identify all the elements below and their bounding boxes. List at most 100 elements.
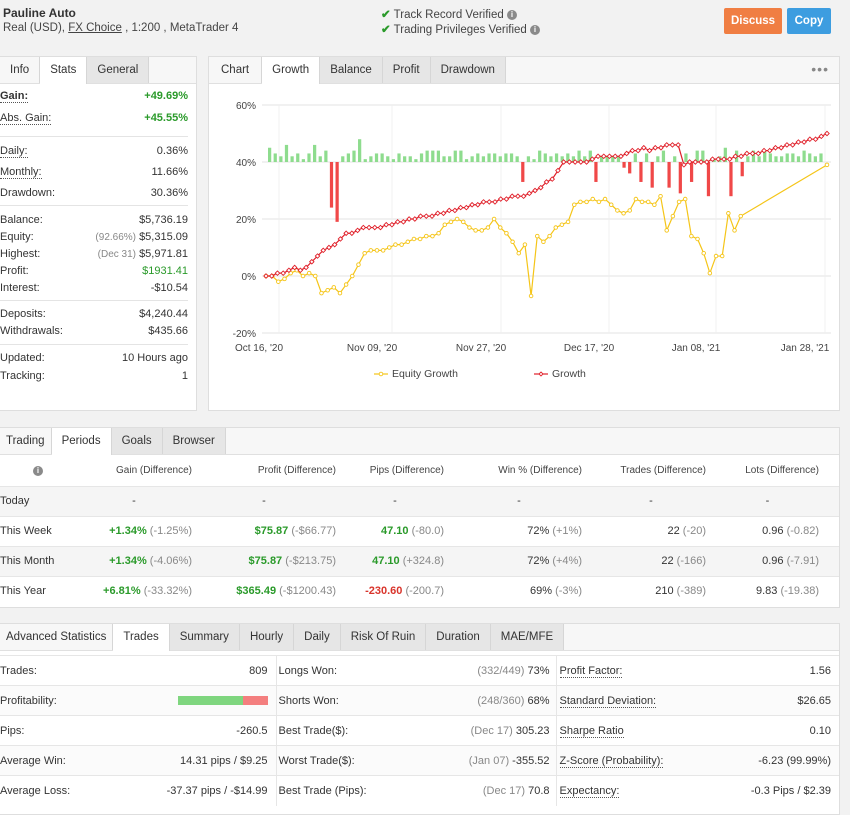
tab-general[interactable]: General — [87, 57, 150, 83]
abs-gain-label[interactable]: Abs. Gain: — [0, 111, 52, 125]
stat-value: 68% — [524, 694, 550, 707]
profit-bar — [813, 156, 817, 162]
period-profit-difference: (-$1200.43) — [276, 585, 336, 598]
tab-growth[interactable]: Growth — [262, 57, 321, 84]
stat-label[interactable]: Sharpe Ratio — [559, 724, 624, 738]
stat-label-cell: Shorts Won: — [275, 685, 406, 716]
tab-mae-mfe[interactable]: MAE/MFE — [490, 624, 565, 650]
advanced-stats-table: Trades: 809 Longs Won: (332/449) 73% Profit … — [0, 655, 839, 806]
period-cell-pips: -230.60 (-200.7) — [346, 575, 456, 606]
growth-point — [566, 159, 573, 165]
growth-point — [635, 147, 641, 154]
tab-periods[interactable]: Periods — [51, 428, 112, 455]
tab-browser[interactable]: Browser — [162, 428, 226, 454]
tab-summary[interactable]: Summary — [169, 624, 240, 650]
growth-point — [286, 267, 292, 274]
growth-point — [537, 184, 544, 191]
tab-duration[interactable]: Duration — [426, 624, 491, 650]
growth-point — [354, 227, 361, 234]
equity-point — [584, 199, 589, 205]
period-cell-win: - — [456, 485, 596, 516]
period-cell-label: This Week — [0, 515, 76, 546]
stat-value: -260.5 — [236, 724, 268, 737]
period-cell-lots: 0.96 (-7.91) — [716, 545, 839, 576]
period-trades-value: - — [649, 495, 653, 507]
equity-point — [504, 230, 509, 236]
period-row: Today - - - - - - — [0, 485, 839, 516]
stat-value: 0.10 — [809, 724, 831, 737]
equity-point — [430, 233, 435, 239]
stat-label-cell: Average Win: — [0, 745, 100, 776]
growth-point — [646, 147, 653, 154]
stat-label: Trades: — [0, 664, 37, 677]
tab-info[interactable]: Info — [0, 57, 41, 83]
tab-goals[interactable]: Goals — [111, 428, 163, 454]
growth-point — [755, 150, 762, 157]
growth-point — [320, 247, 327, 254]
monthly-row: Monthly: 11.66% — [0, 164, 188, 180]
broker-link[interactable]: FX Choice — [68, 22, 122, 34]
stat-label[interactable]: Standard Deviation: — [559, 694, 657, 708]
tab-stats[interactable]: Stats — [40, 57, 88, 84]
growth-point — [806, 136, 813, 143]
tab-trading[interactable]: Trading — [0, 428, 52, 454]
tab-profit[interactable]: Profit — [382, 57, 431, 83]
tab-trades[interactable]: Trades — [113, 624, 170, 651]
monthly-label[interactable]: Monthly: — [0, 165, 42, 179]
balance-value: $5,736.19 — [139, 214, 188, 226]
growth-point — [515, 193, 521, 200]
equity-point — [670, 213, 676, 219]
tab-drawdown[interactable]: Drawdown — [430, 57, 506, 83]
profit-bar — [509, 153, 514, 162]
period-trades-difference: (-20) — [679, 525, 706, 537]
growth-point — [308, 258, 315, 265]
period-pips-value: 47.10 — [381, 525, 409, 537]
equity-point — [362, 250, 367, 256]
growth-point — [726, 156, 733, 162]
tab-balance[interactable]: Balance — [320, 57, 383, 83]
stat-label[interactable]: Profit Factor: — [559, 664, 623, 678]
equity-point — [313, 273, 318, 279]
profit-bar — [324, 150, 328, 162]
growth-point — [549, 176, 556, 182]
profit-bar — [386, 156, 390, 162]
equity-point — [701, 250, 706, 256]
growth-point — [503, 196, 510, 202]
profit-bar — [538, 150, 542, 162]
copy-button[interactable]: Copy — [787, 8, 831, 34]
account-type: Real (USD), — [3, 22, 69, 34]
info-icon[interactable]: i — [507, 9, 517, 20]
daily-label[interactable]: Daily: — [0, 144, 28, 158]
info-icon[interactable]: i — [530, 24, 541, 35]
equity-point — [571, 202, 577, 207]
growth-point — [446, 207, 453, 214]
growth-point — [497, 196, 504, 202]
growth-point — [480, 199, 487, 205]
tab-hourly[interactable]: Hourly — [239, 624, 295, 650]
profit-bar — [791, 153, 795, 162]
stat-label: Best Trade($): — [278, 724, 349, 737]
stat-value-cell: 0.10 — [706, 715, 839, 746]
equity-point — [485, 225, 491, 230]
equity-point — [300, 273, 306, 279]
more-dots-icon[interactable]: ••• — [811, 61, 829, 77]
profit-bar — [408, 156, 412, 162]
tab-advanced-statistics[interactable]: Advanced Statistics — [0, 624, 114, 650]
stat-label[interactable]: Expectancy: — [559, 784, 620, 798]
profit-bar — [594, 162, 598, 182]
stat-detail: (248/360) — [477, 694, 525, 707]
tab-chart[interactable]: Chart — [209, 57, 263, 83]
tab-daily[interactable]: Daily — [294, 624, 341, 650]
period-cell-win: 69% (-3%) — [456, 575, 596, 606]
period-lots-difference: (-0.82) — [783, 525, 819, 537]
period-cell-profit: $75.87 (-$66.77) — [192, 515, 346, 546]
equity-point — [578, 199, 583, 205]
tab-risk-of-ruin[interactable]: Risk Of Ruin — [340, 624, 427, 650]
equity-point — [824, 162, 830, 168]
growth-point — [669, 142, 676, 148]
discuss-button[interactable]: Discuss — [724, 8, 782, 34]
highest-date: (Dec 31) — [97, 249, 136, 260]
stat-label[interactable]: Z-Score (Probability): — [559, 754, 664, 768]
gain-label[interactable]: Gain: — [0, 89, 29, 103]
info-icon[interactable]: i — [33, 465, 43, 476]
